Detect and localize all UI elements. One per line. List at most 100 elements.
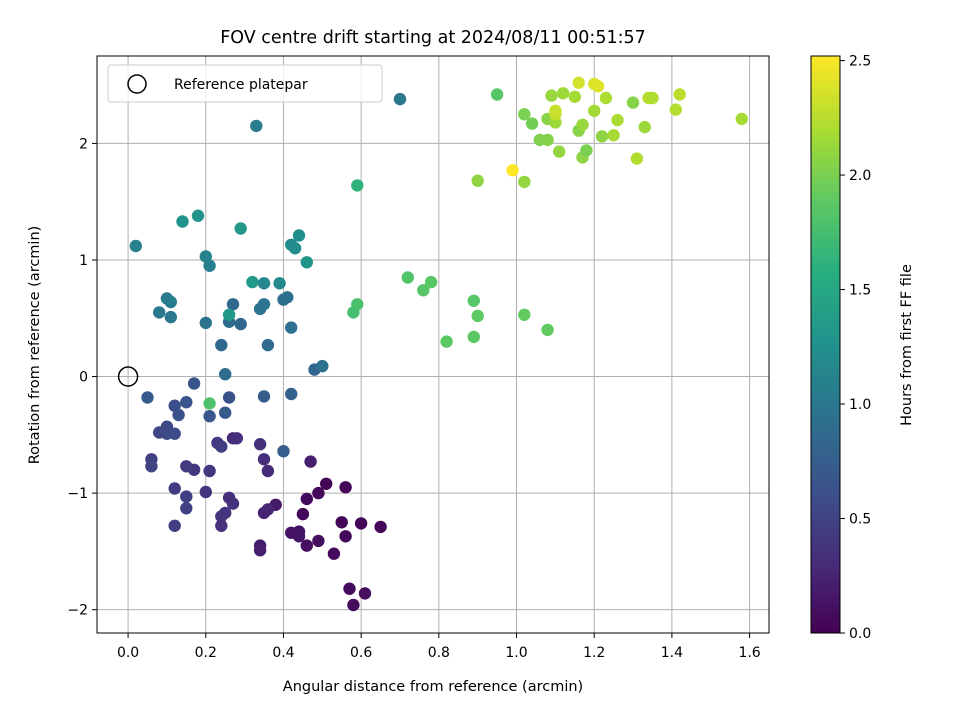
data-point (351, 298, 364, 311)
data-point (199, 485, 212, 499)
data-point (335, 516, 348, 529)
gridlines (97, 56, 769, 633)
data-point (292, 229, 306, 242)
data-point (288, 242, 302, 255)
data-point (556, 87, 570, 100)
data-point (630, 152, 644, 165)
data-point (401, 271, 414, 284)
data-point (339, 481, 352, 494)
data-point (199, 250, 212, 263)
data-point (568, 90, 581, 104)
x-tick-label: 1.2 (583, 645, 605, 661)
data-point (176, 215, 189, 228)
data-point (180, 396, 193, 409)
colorbar-tick-label: 2.0 (849, 168, 871, 184)
data-point (300, 539, 313, 552)
data-point (164, 310, 177, 324)
data-point (296, 507, 310, 521)
colorbar-tick-label: 2.5 (849, 54, 871, 70)
data-point (257, 298, 271, 311)
data-point (599, 91, 613, 105)
data-point (168, 399, 181, 412)
data-point (191, 209, 205, 222)
data-point (467, 330, 480, 344)
x-tick-label: 0.2 (195, 645, 217, 661)
data-point (506, 164, 519, 177)
data-point (203, 464, 216, 478)
x-axis-ticks: 0.0 0.2 0.4 0.6 0.8 1.0 1.2 1.4 1.6 (117, 633, 761, 661)
data-point (576, 118, 589, 131)
y-axis-ticks: −2 −1 0 1 2 (67, 136, 97, 619)
data-point (257, 453, 271, 466)
data-point (219, 406, 232, 419)
data-point (253, 544, 267, 557)
legend: Reference platepar (107, 64, 383, 103)
data-point (417, 284, 430, 297)
data-point (490, 88, 504, 101)
x-tick-label: 0.6 (350, 645, 372, 661)
data-point (320, 477, 333, 490)
data-point (304, 455, 317, 468)
data-point (257, 277, 271, 290)
data-point (518, 308, 531, 321)
data-point (226, 298, 240, 311)
x-tick-label: 1.0 (505, 645, 527, 661)
data-point (471, 174, 484, 187)
data-point (374, 520, 387, 534)
data-point (545, 89, 558, 102)
data-point (354, 517, 368, 530)
data-point (281, 291, 294, 304)
colorbar: 0.0 0.5 1.0 1.5 2.0 2.5 Hours from first FF f… (810, 54, 915, 642)
data-point (553, 145, 566, 158)
data-point (646, 91, 659, 105)
colorbar-ticks: 0.0 0.5 1.0 1.5 2.0 2.5 (840, 54, 871, 642)
x-tick-label: 0.4 (272, 645, 294, 661)
data-point (199, 316, 212, 330)
y-tick-label: 1 (79, 253, 88, 269)
data-point (312, 486, 325, 500)
data-point (234, 317, 247, 331)
data-point (250, 119, 263, 133)
data-point (273, 277, 286, 290)
data-points (129, 76, 748, 612)
data-point (253, 438, 267, 451)
data-point (607, 129, 620, 142)
data-point (424, 275, 438, 289)
data-point (141, 391, 154, 404)
data-point (343, 582, 356, 595)
data-point (164, 295, 177, 309)
legend-label: Reference platepar (174, 77, 308, 93)
x-tick-label: 0.8 (428, 645, 450, 661)
data-point (261, 464, 275, 478)
data-point (215, 440, 228, 453)
data-point (168, 519, 181, 532)
data-point (339, 530, 352, 543)
data-point (595, 130, 609, 143)
data-point (518, 175, 531, 189)
data-point (300, 256, 313, 269)
data-point (203, 397, 216, 410)
data-point (300, 492, 313, 506)
x-tick-label: 1.4 (661, 645, 683, 661)
data-point (261, 338, 275, 352)
data-point (393, 92, 407, 106)
data-point (222, 391, 236, 404)
data-point (347, 598, 360, 612)
colorbar-tick-label: 0.5 (849, 512, 871, 528)
data-point (261, 503, 275, 516)
data-point (203, 259, 216, 272)
data-point (285, 387, 298, 401)
data-point (580, 144, 593, 157)
data-point (327, 547, 341, 560)
data-point (541, 323, 554, 337)
reference-marker-layer (117, 366, 139, 387)
colorbar-label: Hours from first FF file (899, 264, 915, 426)
y-tick-label: 0 (79, 370, 88, 386)
data-point (440, 335, 453, 348)
data-point (316, 359, 329, 373)
legend-reference-marker (127, 74, 147, 94)
data-point (611, 113, 624, 127)
colorbar-gradient (810, 55, 841, 634)
data-point (312, 534, 325, 548)
data-point (257, 390, 271, 403)
